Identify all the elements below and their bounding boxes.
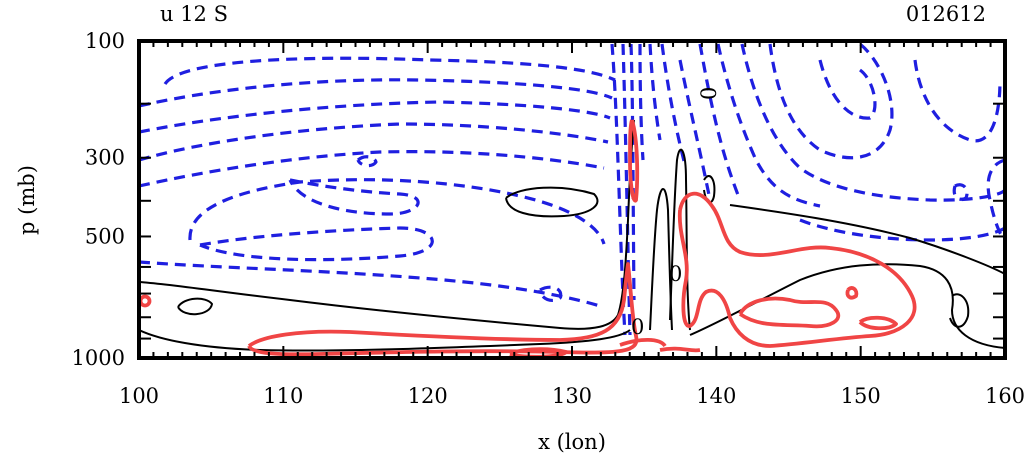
y-axis-label: p (mb) (15, 165, 39, 235)
contour-label: 0 (669, 262, 682, 286)
y-tick-label: 500 (85, 224, 125, 248)
contour-label: 0 (631, 315, 644, 339)
negative-contours (139, 42, 1005, 336)
x-tick-label: 130 (552, 384, 592, 408)
contour-label: 0 (697, 87, 721, 100)
x-axis-label: x (lon) (538, 430, 606, 454)
y-tick-label: 1000 (72, 346, 125, 370)
contour-lines: 0 0 0 (139, 42, 1005, 358)
x-tick-label: 160 (985, 384, 1025, 408)
axis-ticks (138, 40, 1006, 359)
x-tick-label: 120 (408, 384, 448, 408)
title-right: 012612 (906, 2, 986, 26)
x-tick-label: 140 (696, 384, 736, 408)
x-tick-label: 110 (263, 384, 303, 408)
y-tick-label: 300 (85, 146, 125, 170)
y-tick-label: 100 (85, 29, 125, 53)
title-left: u 12 S (160, 2, 228, 26)
x-tick-labels: 100 110 120 130 140 150 160 (119, 384, 1025, 408)
x-tick-label: 100 (119, 384, 159, 408)
x-tick-label: 150 (841, 384, 881, 408)
y-tick-labels: 100 300 500 1000 (72, 29, 125, 370)
